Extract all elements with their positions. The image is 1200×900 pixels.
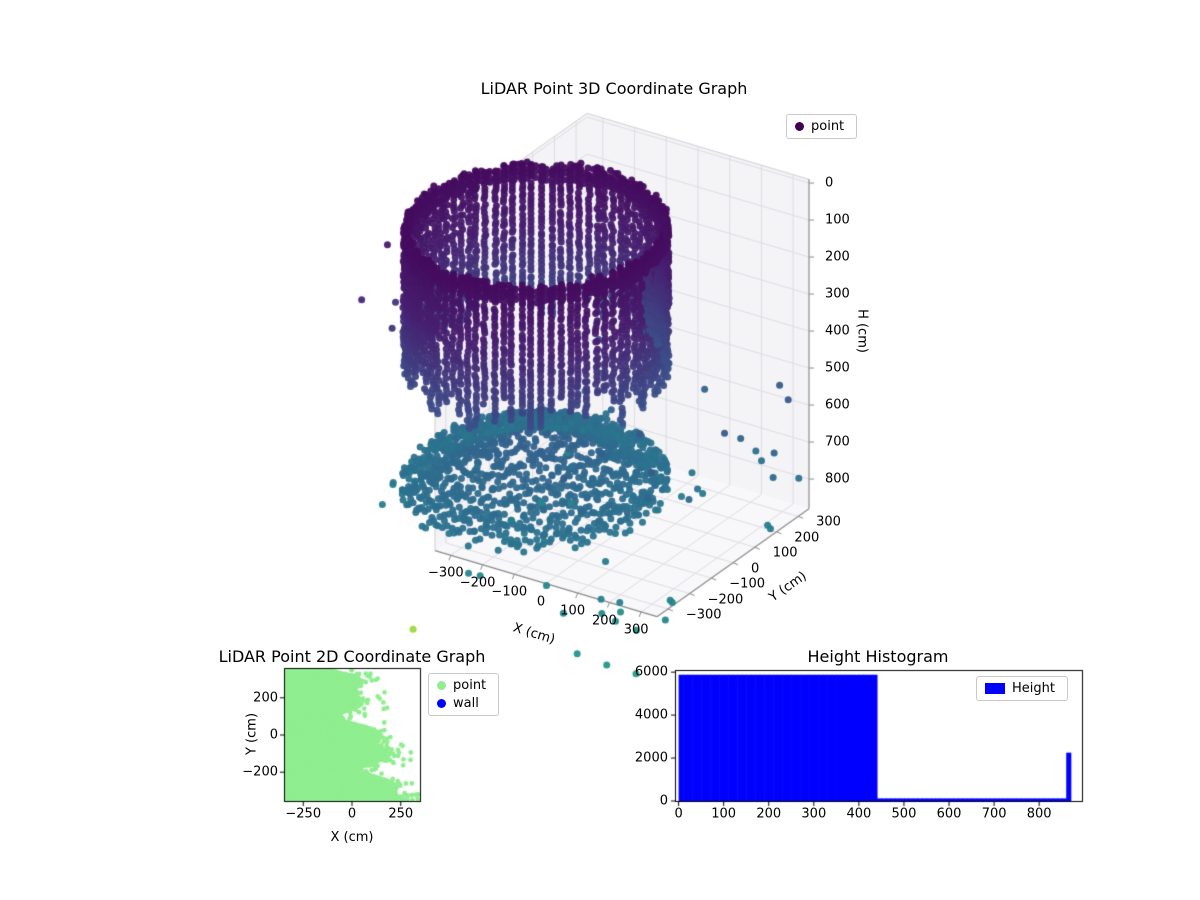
scatter3d-x-tick-label: 200: [592, 613, 617, 628]
scatter3d-z-tick-label: 800: [825, 471, 850, 487]
histogram-x-tick-label: 500: [891, 806, 917, 822]
histogram-x-tick-label: 200: [756, 806, 782, 822]
point-marker-icon: [437, 681, 446, 690]
histogram-y-tick-label: 0: [659, 793, 668, 809]
point-marker-icon: [795, 122, 804, 131]
histogram-x-tick-label: 300: [801, 806, 827, 822]
legend-entry-point: point: [437, 678, 486, 693]
wall-marker-icon: [437, 699, 446, 708]
scatter2d-ylabel: Y (cm): [244, 712, 260, 756]
scatter2d-y-tick-label: −200: [242, 764, 278, 780]
legend-entry-height: Height: [985, 681, 1055, 696]
scatter2d-y-tick-label: 200: [253, 690, 278, 706]
scatter3d-y-tick-label: 300: [816, 514, 841, 530]
scatter3d-z-tick-label: 700: [825, 434, 850, 450]
legend-label-height: Height: [1012, 681, 1055, 696]
scatter3d-z-tick-label: 300: [825, 286, 850, 302]
scatter3d-z-tick-label: 400: [825, 323, 850, 339]
scatter3d-y-tick-label: −100: [729, 576, 765, 592]
legend-label-point: point: [453, 678, 487, 693]
scatter3d-x-tick-label: 0: [536, 594, 546, 610]
scatter2d-xlabel: X (cm): [330, 830, 374, 845]
scatter3d-legend: point: [786, 114, 858, 139]
scatter3d-x-tick-label: −300: [427, 565, 464, 581]
histogram-y-tick-label: 6000: [634, 664, 668, 680]
histogram-x-tick-label: 0: [674, 806, 683, 822]
histogram-legend: Height: [976, 676, 1068, 701]
histogram-x-tick-label: 600: [936, 806, 962, 822]
histogram-x-tick-label: 400: [846, 806, 872, 822]
scatter3d-y-tick-label: 200: [794, 530, 820, 546]
histogram-y-tick-label: 4000: [634, 707, 668, 723]
scatter3d-x-tick-label: −200: [459, 575, 496, 591]
histogram-x-tick-label: 800: [1026, 806, 1052, 822]
scatter2d-x-tick-label: 0: [347, 806, 357, 822]
legend-label-point: point: [811, 119, 845, 134]
scatter3d-y-tick-label: −200: [707, 592, 744, 607]
scatter3d-z-tick-label: 100: [825, 212, 850, 228]
scatter3d-x-tick-label: 300: [623, 622, 649, 638]
scatter3d-z-tick-label: 600: [825, 397, 850, 413]
scatter3d-x-tick-label: 100: [560, 603, 586, 619]
legend-entry-point: point: [795, 119, 844, 134]
scatter3d-y-tick-label: −300: [685, 607, 722, 623]
scatter3d-title: LiDAR Point 3D Coordinate Graph: [480, 79, 748, 98]
histogram-x-tick-label: 700: [981, 806, 1007, 822]
scatter3d-zlabel: H (cm): [854, 309, 870, 353]
scatter2d-y-tick-label: 0: [269, 727, 278, 743]
scatter3d-y-tick-label: 0: [751, 561, 760, 577]
legend-entry-wall: wall: [437, 696, 486, 711]
scatter2d-x-tick-label: −250: [285, 806, 322, 822]
scatter3d-z-tick-label: 500: [825, 360, 850, 376]
height-swatch-icon: [985, 683, 1005, 694]
histogram-y-tick-label: 2000: [634, 750, 668, 766]
histogram-title: Height Histogram: [807, 647, 949, 666]
legend-label-wall: wall: [453, 696, 479, 711]
scatter3d-y-tick-label: 100: [772, 545, 798, 561]
scatter2d-x-tick-label: 250: [388, 806, 414, 822]
histogram-x-tick-label: 100: [711, 806, 737, 822]
scatter2d-title: LiDAR Point 2D Coordinate Graph: [218, 647, 486, 666]
scatter3d-x-tick-label: −100: [491, 584, 528, 600]
scatter3d-z-tick-label: 0: [825, 175, 834, 191]
scatter2d-legend: point wall: [428, 673, 500, 716]
scatter3d-z-tick-label: 200: [825, 249, 850, 265]
